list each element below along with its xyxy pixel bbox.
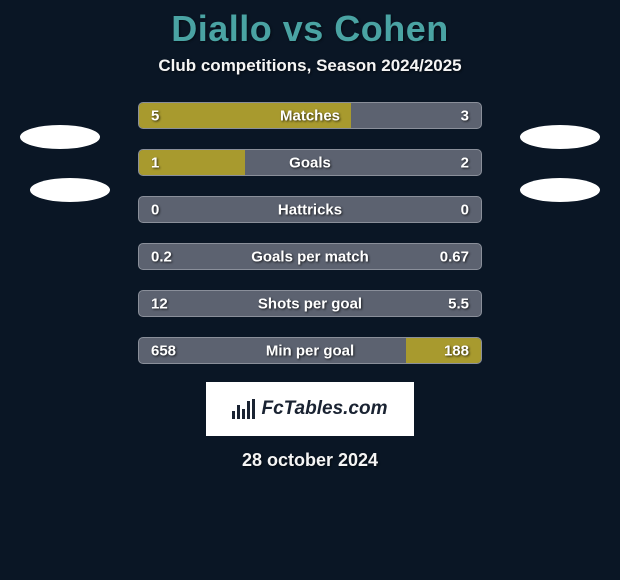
stat-row: 5 3 Matches	[138, 102, 482, 129]
subtitle: Club competitions, Season 2024/2025	[0, 56, 620, 76]
page-title: Diallo vs Cohen	[0, 8, 620, 50]
stat-row: 12 5.5 Shots per goal	[138, 290, 482, 317]
date-label: 28 october 2024	[0, 450, 620, 471]
stat-value-left: 1	[151, 154, 159, 171]
stat-value-right: 3	[461, 107, 469, 124]
stat-row: 658 188 Min per goal	[138, 337, 482, 364]
stat-value-right: 0	[461, 201, 469, 218]
stat-value-right: 0.67	[440, 248, 469, 265]
stat-label: Goals per match	[251, 248, 369, 265]
fctables-logo: FcTables.com	[206, 382, 414, 436]
stat-row: 0.2 0.67 Goals per match	[138, 243, 482, 270]
bar-chart-icon	[232, 399, 255, 419]
bars-column: 53Matches12Goals00Hattricks0.20.67Goals …	[138, 102, 482, 364]
stat-label: Min per goal	[266, 342, 354, 359]
stat-label: Shots per goal	[258, 295, 362, 312]
stat-value-right: 188	[444, 342, 469, 359]
stat-value-left: 0	[151, 201, 159, 218]
stat-label: Matches	[280, 107, 340, 124]
stat-value-left: 5	[151, 107, 159, 124]
stat-row: 0 0 Hattricks	[138, 196, 482, 223]
stat-value-right: 2	[461, 154, 469, 171]
stat-label: Goals	[289, 154, 331, 171]
stat-value-left: 12	[151, 295, 168, 312]
stat-label: Hattricks	[278, 201, 342, 218]
stat-bars-area: 53Matches12Goals00Hattricks0.20.67Goals …	[0, 102, 620, 364]
stat-row: 1 2 Goals	[138, 149, 482, 176]
comparison-infographic: Diallo vs Cohen Club competitions, Seaso…	[0, 0, 620, 479]
stat-value-left: 658	[151, 342, 176, 359]
logo-text: FcTables.com	[261, 398, 387, 420]
stat-value-right: 5.5	[448, 295, 469, 312]
stat-value-left: 0.2	[151, 248, 172, 265]
